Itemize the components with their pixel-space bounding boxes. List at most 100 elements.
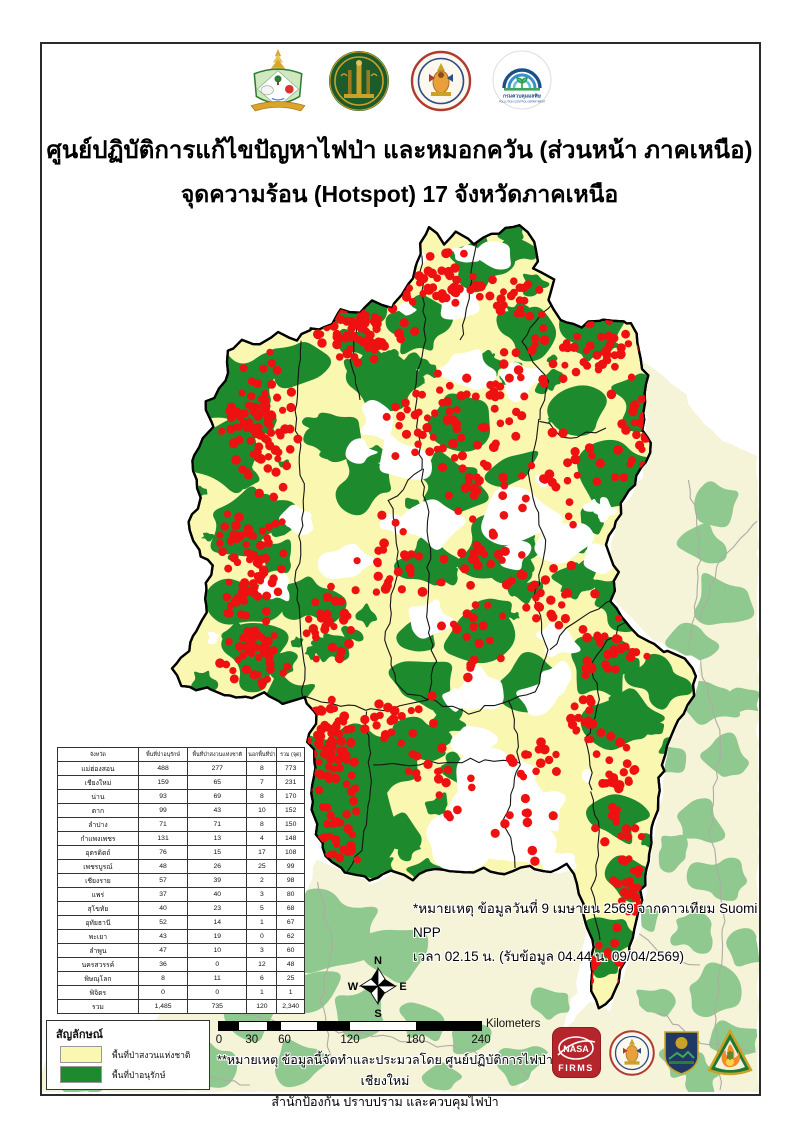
- scale-bar-tick: 0: [215, 1034, 223, 1046]
- nasa-firms-logo: NASA FIRMS: [552, 1027, 601, 1078]
- table-cell: ลำพูน: [58, 944, 139, 957]
- table-cell: 60: [286, 947, 295, 954]
- pcd-eng-label: POLLUTION CONTROL DEPARTMENT: [498, 100, 545, 104]
- table-cell: 52: [139, 916, 189, 929]
- table-cell: 67: [286, 919, 295, 926]
- table-header-cell: พื้นที่ป่าสงวนแห่งชาติ: [188, 748, 248, 761]
- table-cell: 69: [188, 790, 248, 803]
- table-row: พะเยา 43 19 0 62: [58, 930, 304, 944]
- table-cell: 735: [188, 1000, 248, 1013]
- poster-title-line1: ศูนย์ปฏิบัติการแก้ไขปัญหาไฟป่า และหมอกคว…: [46, 137, 753, 164]
- compass-south-label: S: [374, 1008, 381, 1020]
- header-logo-row: กรมควบคุมมลพิษ POLLUTION CONTROL DEPARTM…: [42, 48, 757, 120]
- table-cell: ลำปาง: [58, 818, 139, 831]
- table-cell: 10: [188, 944, 248, 957]
- table-cell: 773: [285, 765, 297, 772]
- table-cell: 8: [247, 790, 278, 803]
- table-cell: 1: [247, 916, 278, 929]
- table-cell: 39: [188, 874, 248, 887]
- table-cell: 152: [285, 807, 297, 814]
- table-cell: 93: [139, 790, 189, 803]
- table-row: อุตรดิตถ์ 76 15 17 108: [58, 846, 304, 860]
- scale-bar-tick: 180: [405, 1034, 426, 1046]
- table-cell: อุตรดิตถ์: [58, 846, 139, 859]
- table-cell: 43: [139, 930, 189, 943]
- table-cell: 8: [247, 762, 278, 775]
- satellite-note: *หมายเหตุ ข้อมูลวันที่ 9 เมษายน 2569 จาก…: [413, 897, 758, 969]
- table-row: เชียงราย 57 39 2 98: [58, 874, 304, 888]
- table-cell: 170: [285, 793, 297, 800]
- table-cell: เชียงใหม่: [58, 776, 139, 789]
- table-cell: 25: [286, 975, 295, 982]
- table-header-cell: นอกพื้นที่ป่า: [247, 748, 278, 761]
- table-cell: 57: [139, 874, 189, 887]
- scale-bar-unit: Kilometers: [486, 1018, 541, 1030]
- scale-bar-segment: [219, 1022, 239, 1030]
- table-cell: 12: [247, 958, 278, 971]
- table-cell: 65: [188, 776, 248, 789]
- table-cell: 37: [139, 888, 189, 901]
- map-legend: สัญลักษณ์ พื้นที่ป่าสงวนแห่งชาติ พื้นที่ป…: [46, 1020, 210, 1090]
- table-cell: 5: [247, 902, 278, 915]
- table-cell: 1: [247, 986, 278, 999]
- table-cell: เชียงราย: [58, 874, 139, 887]
- table-cell: น่าน: [58, 790, 139, 803]
- scale-bar-segment: [281, 1022, 318, 1030]
- table-header-cell: รวม (จุด): [280, 751, 302, 758]
- table-cell: 0: [188, 986, 248, 999]
- compass-west-label: W: [348, 981, 359, 993]
- table-cell: 2,340: [282, 1003, 300, 1010]
- table-row: ตาก 99 43 10 152: [58, 804, 304, 818]
- table-cell: 43: [188, 804, 248, 817]
- table-cell: 26: [188, 860, 248, 873]
- table-cell: 99: [286, 863, 295, 870]
- table-cell: พิษณุโลก: [58, 972, 139, 985]
- pcd-thai-label: กรมควบคุมมลพิษ: [503, 93, 542, 100]
- table-row: รวม 1,485 735 120 2,340: [58, 1000, 304, 1013]
- scale-bar-segment: [238, 1022, 268, 1030]
- table-cell: 2: [247, 874, 278, 887]
- table-cell: 0: [188, 958, 248, 971]
- pollution-control-department-logo: กรมควบคุมมลพิษ POLLUTION CONTROL DEPARTM…: [492, 50, 551, 110]
- table-cell: 71: [139, 818, 189, 831]
- province-table: จังหวัด พื้นที่ป่าอนุรักษ์ พื้นที่ป่าสงวนแ…: [57, 747, 305, 1014]
- table-cell: รวม: [58, 1000, 139, 1013]
- table-cell: สุโขทัย: [58, 902, 139, 915]
- table-cell: 68: [286, 905, 295, 912]
- table-row: พิจิตร 0 0 1 1: [58, 986, 304, 1000]
- scale-bar: 0 30 60 120 180 240 Kilometers: [215, 1018, 541, 1059]
- table-cell: 14: [188, 916, 248, 929]
- table-cell: 0: [139, 986, 189, 999]
- compass-north-label: N: [374, 955, 382, 967]
- table-row: เพชรบูรณ์ 48 26 25 99: [58, 860, 304, 874]
- table-cell: 40: [188, 888, 248, 901]
- table-cell: 3: [247, 888, 278, 901]
- table-cell: 10: [247, 804, 278, 817]
- table-header-cell: พื้นที่ป่าอนุรักษ์: [139, 748, 189, 761]
- table-row: แพร่ 37 40 3 80: [58, 888, 304, 902]
- legend-label: พื้นที่ป่าสงวนแห่งชาติ: [112, 1049, 191, 1060]
- table-cell: นครสวรรค์: [58, 958, 139, 971]
- scale-bar-strip: [218, 1021, 482, 1031]
- credit-note-line1: **หมายเหตุ ข้อมูลนี้จัดทำและประมวลโดย ศู…: [217, 1053, 553, 1088]
- table-cell: กำแพงเพชร: [58, 832, 139, 845]
- scale-bar-segment: [317, 1022, 350, 1030]
- firms-label: FIRMS: [558, 1063, 594, 1073]
- credit-note: **หมายเหตุ ข้อมูลนี้จัดทำและประมวลโดย ศู…: [205, 1050, 565, 1113]
- table-cell: 148: [285, 835, 297, 842]
- ministry-natural-resources-logo: [250, 49, 305, 112]
- forest-fire-control-logo: [707, 1029, 753, 1076]
- table-row: นครสวรรค์ 36 0 12 48: [58, 958, 304, 972]
- table-row: อุทัยธานี 52 14 1 67: [58, 916, 304, 930]
- table-cell: 159: [139, 776, 189, 789]
- table-cell: 6: [247, 972, 278, 985]
- scale-bar-tick: 240: [471, 1034, 491, 1046]
- table-cell: 150: [285, 821, 297, 828]
- table-cell: 47: [139, 944, 189, 957]
- royal-forest-department-logo: [328, 51, 389, 111]
- table-row: ลำพูน 47 10 3 60: [58, 944, 304, 958]
- table-cell: 25: [247, 860, 278, 873]
- table-cell: 8: [247, 818, 278, 831]
- table-cell: 80: [286, 891, 295, 898]
